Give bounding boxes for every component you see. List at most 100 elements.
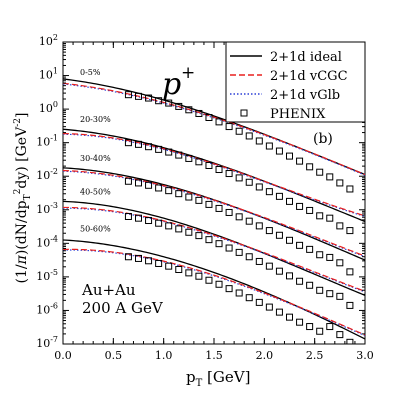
phenix-point-4	[316, 327, 324, 335]
curve-vcgc-1	[63, 133, 365, 217]
phenix-point-1	[195, 158, 203, 166]
phenix-point-2	[165, 187, 173, 195]
legend-label-3: PHENIX	[270, 107, 326, 122]
phenix-point-3	[215, 240, 223, 248]
legend-label-0: 2+1d ideal	[270, 50, 342, 65]
phenix-point-4	[195, 272, 203, 280]
phenix-point-1	[336, 222, 344, 230]
phenix-point-2	[235, 213, 243, 221]
phenix-point-1	[255, 183, 263, 191]
phenix-point-1	[175, 151, 183, 159]
y-tick-label: 10-1	[36, 134, 58, 149]
phenix-point-1	[225, 170, 233, 178]
phenix-point-2	[275, 231, 283, 239]
y-tick-label: 10-5	[36, 268, 58, 283]
phenix-point-3	[326, 290, 334, 298]
y-tick-label: 10-3	[36, 201, 58, 216]
phenix-point-4	[205, 276, 213, 284]
x-tick-label: 2.0	[256, 349, 274, 362]
phenix-point-0	[265, 142, 273, 150]
phenix-point-2	[225, 208, 233, 216]
phenix-point-0	[316, 168, 324, 176]
x-tick-label: 2.5	[306, 349, 324, 362]
y-tick-label: 102	[39, 33, 58, 48]
phenix-point-0	[185, 106, 193, 114]
phenix-point-0	[145, 94, 153, 102]
curve-vglb-1	[63, 133, 365, 218]
phenix-point-0	[346, 185, 354, 193]
phenix-point-3	[155, 219, 163, 227]
phenix-point-1	[165, 148, 173, 156]
y-axis-label: (1/π)(dN/dpT2dy) [GeV-2]	[13, 113, 33, 284]
phenix-point-3	[296, 277, 304, 285]
x-tick-label: 3.0	[356, 349, 374, 362]
phenix-point-0	[255, 137, 263, 145]
phenix-point-3	[286, 272, 293, 280]
phenix-point-3	[316, 286, 324, 294]
phenix-point-1	[275, 192, 283, 200]
centrality-label-1: 20-30%	[80, 115, 111, 124]
y-tick-label: 10-4	[36, 234, 58, 249]
phenix-point-3	[175, 225, 183, 233]
curve-vglb-3	[63, 207, 365, 293]
phenix-point-0	[205, 114, 213, 121]
phenix-point-3	[225, 244, 233, 252]
y-tick-label: 10-2	[36, 167, 58, 182]
phenix-point-1	[346, 227, 354, 235]
phenix-point-4	[265, 303, 273, 311]
phenix-point-0	[195, 109, 203, 117]
phenix-point-3	[165, 222, 173, 230]
phenix-point-0	[286, 152, 293, 160]
phenix-point-3	[124, 212, 132, 220]
curve-ideal-3	[63, 200, 365, 296]
centrality-label-4: 50-60%	[80, 224, 111, 233]
phenix-point-0	[124, 91, 132, 99]
curve-vcgc-4	[63, 248, 365, 336]
legend: 2+1d ideal 2+1d vCGC 2+1d vGlb PHENIX	[225, 41, 366, 123]
x-axis-label-unit: [GeV]	[202, 368, 250, 386]
phenix-point-2	[255, 222, 263, 230]
phenix-point-4	[185, 269, 193, 277]
x-tick-label: 1.0	[155, 349, 173, 362]
phenix-point-1	[306, 206, 314, 214]
phenix-point-1	[235, 174, 243, 182]
curve-vglb-2	[63, 170, 365, 258]
phenix-point-1	[135, 140, 142, 148]
phenix-point-0	[175, 102, 183, 110]
phenix-point-0	[336, 179, 344, 187]
legend-label-1: 2+1d vCGC	[270, 69, 348, 84]
phenix-point-2	[124, 177, 132, 185]
phenix-point-2	[265, 227, 273, 235]
legend-marker-phenix	[240, 109, 248, 117]
curve-ideal-1	[63, 128, 365, 223]
phenix-point-3	[195, 232, 203, 240]
x-axis-label-p: p	[186, 368, 196, 386]
phenix-point-0	[135, 92, 142, 100]
phenix-point-3	[185, 228, 193, 236]
phenix-point-1	[185, 154, 193, 162]
phenix-point-2	[185, 193, 193, 201]
phenix-point-4	[255, 298, 263, 306]
legend-label-2: 2+1d vGlb	[270, 88, 340, 103]
phenix-point-4	[135, 254, 142, 262]
curve-vcgc-3	[63, 206, 365, 292]
phenix-point-1	[145, 143, 153, 151]
phenix-point-3	[265, 262, 273, 270]
phenix-point-4	[336, 331, 344, 339]
phenix-point-2	[306, 245, 314, 253]
phenix-point-0	[296, 157, 304, 165]
phenix-point-3	[346, 301, 354, 309]
phenix-point-1	[265, 188, 273, 196]
curve-ideal-4	[63, 239, 365, 340]
phenix-point-2	[145, 181, 153, 189]
phenix-point-4	[286, 313, 293, 321]
phenix-point-2	[336, 259, 344, 267]
phenix-point-1	[205, 161, 213, 169]
phenix-point-1	[286, 197, 293, 205]
phenix-point-3	[275, 267, 283, 275]
phenix-point-3	[235, 248, 243, 256]
phenix-point-1	[155, 145, 163, 153]
centrality-label-3: 40-50%	[80, 187, 111, 196]
centrality-labels: 0-5% 20-30% 30-40% 40-50% 50-60%	[80, 68, 111, 233]
phenix-point-1	[326, 214, 334, 222]
